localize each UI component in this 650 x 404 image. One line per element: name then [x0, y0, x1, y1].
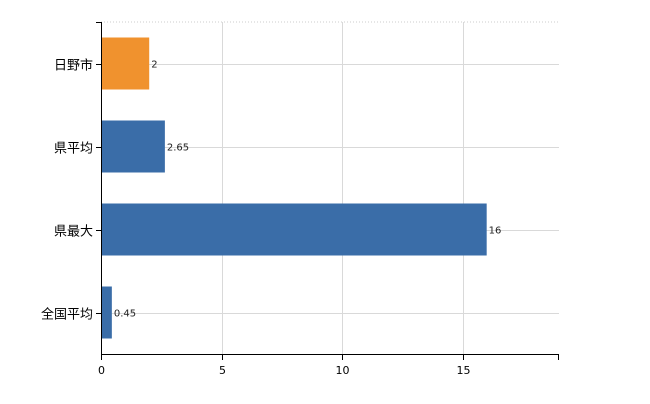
- axes: [96, 22, 559, 360]
- y-tick-label: 県平均: [54, 142, 93, 157]
- x-tick-label: 10: [336, 364, 350, 377]
- bar-value-label: 16: [489, 226, 502, 237]
- gridlines: [101, 21, 559, 354]
- bar-value-label: 0.45: [114, 309, 136, 320]
- bar: [101, 286, 112, 339]
- bar: [101, 120, 165, 173]
- x-tick-label: 15: [457, 364, 471, 377]
- x-tick-label: 0: [98, 364, 105, 377]
- bar: [101, 37, 150, 90]
- x-tick-label: 5: [219, 364, 226, 377]
- bar-value-label: 2: [151, 60, 157, 71]
- bars: [101, 37, 487, 339]
- bar-value-label: 2.65: [167, 143, 189, 154]
- y-tick-label: 日野市: [54, 58, 93, 74]
- y-tick-label: 県最大: [54, 225, 93, 240]
- y-tick-label: 全国平均: [41, 307, 93, 323]
- bar: [101, 203, 487, 256]
